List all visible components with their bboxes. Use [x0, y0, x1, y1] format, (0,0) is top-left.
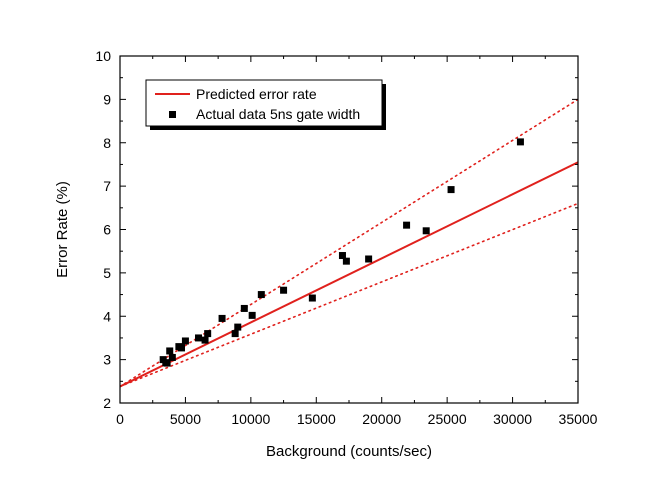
x-tick-label: 0	[116, 411, 124, 427]
legend-label-actual: Actual data 5ns gate width	[196, 106, 360, 122]
data-point	[365, 255, 373, 263]
y-tick-label: 8	[103, 135, 111, 151]
data-point	[178, 344, 186, 352]
legend-label-predicted: Predicted error rate	[196, 86, 317, 102]
legend-box	[145, 79, 383, 127]
data-point	[181, 337, 189, 345]
confidence-bound-line-2	[120, 202, 578, 388]
plot-area	[120, 98, 578, 388]
x-tick-label: 30000	[493, 411, 532, 427]
x-tick-label: 25000	[428, 411, 467, 427]
legend-marker-swatch	[169, 111, 176, 118]
y-tick-label: 3	[103, 352, 111, 368]
x-tick-label: 35000	[559, 411, 598, 427]
y-axis-title: Error Rate (%)	[54, 181, 71, 278]
y-tick-label: 2	[103, 395, 111, 411]
data-point	[422, 227, 430, 235]
data-point	[308, 294, 316, 302]
y-tick-label: 4	[103, 308, 111, 324]
data-point	[338, 252, 346, 260]
data-point	[516, 138, 524, 146]
data-point	[234, 323, 242, 331]
data-point	[163, 359, 171, 367]
y-tick-label: 7	[103, 178, 111, 194]
y-tick-label: 5	[103, 265, 111, 281]
x-axis-title: Background (counts/sec)	[266, 443, 432, 460]
data-point	[218, 314, 226, 322]
x-tick-label: 5000	[170, 411, 201, 427]
data-point	[403, 221, 411, 229]
data-point	[195, 334, 203, 342]
x-tick-label: 10000	[231, 411, 270, 427]
data-point	[248, 311, 256, 319]
y-tick-label: 6	[103, 222, 111, 238]
data-point	[168, 353, 176, 361]
y-tick-label: 9	[103, 91, 111, 107]
x-tick-label: 15000	[297, 411, 336, 427]
data-point	[447, 186, 455, 194]
data-point	[342, 257, 350, 265]
data-point	[240, 304, 248, 312]
legend: Predicted error rate Actual data 5ns gat…	[145, 79, 386, 130]
data-point	[280, 286, 288, 294]
y-tick-label: 10	[95, 48, 111, 64]
predicted-error-rate-line	[120, 161, 578, 388]
axes: 0 5000 10000 15000 20000 25000 30000 35000 2 3 4 5 6…	[95, 48, 597, 427]
x-tick-label: 20000	[362, 411, 401, 427]
data-point	[231, 330, 239, 338]
data-point	[204, 330, 212, 338]
data-point	[201, 336, 209, 344]
data-point	[257, 291, 265, 299]
data-point	[166, 347, 174, 355]
